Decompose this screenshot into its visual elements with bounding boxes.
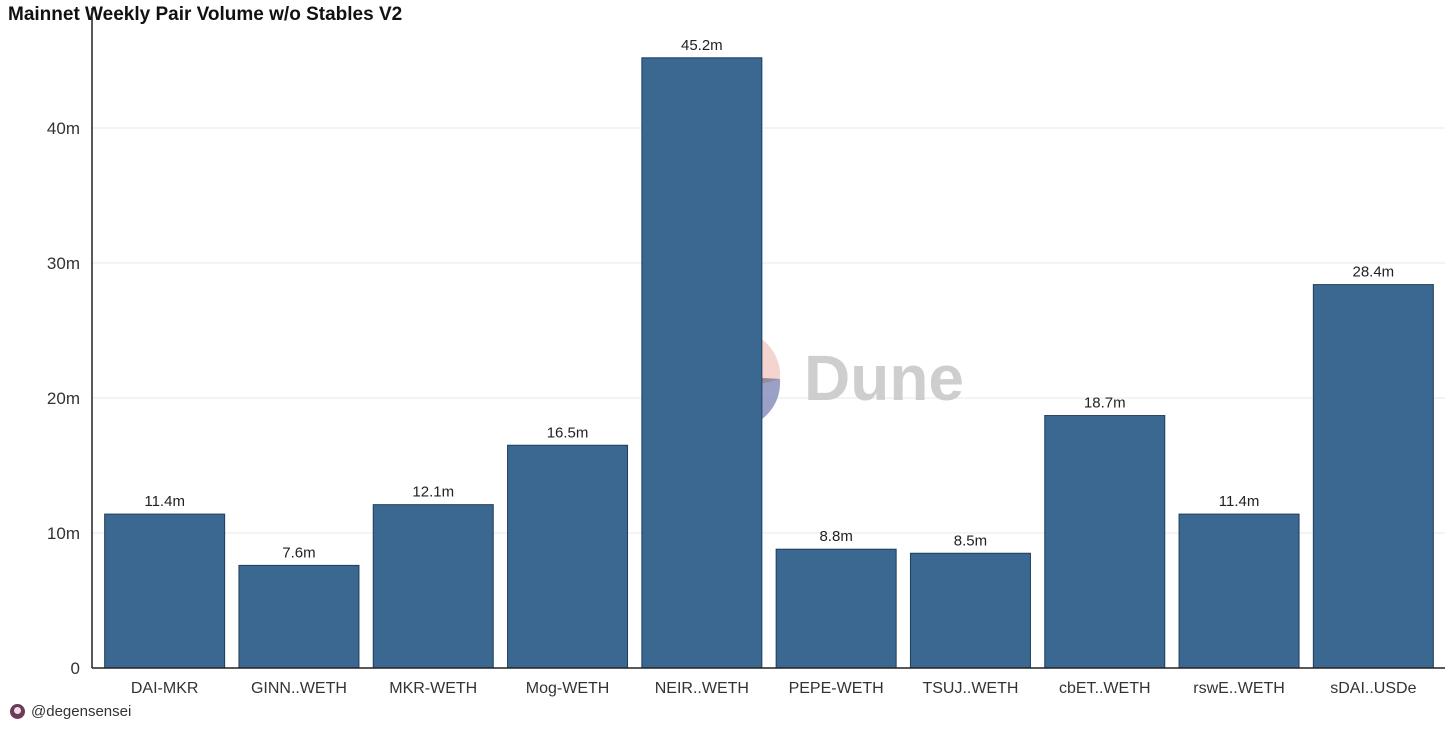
bar[interactable] <box>1178 513 1300 669</box>
bar-value-label: 18.7m <box>1084 395 1126 412</box>
bar[interactable] <box>1044 415 1166 669</box>
x-tick-label: cbET..WETH <box>1059 680 1151 697</box>
avatar-icon <box>10 704 25 719</box>
bar-value-label: 7.6m <box>282 544 315 561</box>
bar-value-label: 16.5m <box>547 424 589 441</box>
bar[interactable] <box>507 444 629 669</box>
bar-value-label: 45.2m <box>681 37 723 54</box>
bar[interactable] <box>1312 284 1434 669</box>
author-credit[interactable]: @degensensei <box>10 703 131 720</box>
x-tick-label: GINN..WETH <box>251 680 347 697</box>
bar-value-label: 11.4m <box>1219 493 1260 510</box>
bar-value-label: 12.1m <box>412 484 454 501</box>
x-tick-label: TSUJ..WETH <box>922 680 1018 697</box>
y-tick-label: 20m <box>47 389 80 408</box>
bar[interactable] <box>775 548 897 669</box>
x-tick-label: sDAI..USDe <box>1330 680 1416 697</box>
chart-title: Mainnet Weekly Pair Volume w/o Stables V… <box>8 4 403 25</box>
dune-watermark-text: Dune <box>804 342 964 414</box>
bar-value-label: 8.8m <box>819 528 852 545</box>
y-tick-label: 40m <box>47 119 80 138</box>
x-tick-label: NEIR..WETH <box>655 680 749 697</box>
bar[interactable] <box>641 57 763 669</box>
author-handle[interactable]: @degensensei <box>31 703 132 720</box>
bar[interactable] <box>372 504 494 669</box>
bar[interactable] <box>238 564 360 669</box>
y-tick-label: 10m <box>47 524 80 543</box>
bar-value-label: 11.4m <box>144 493 185 510</box>
axes: 0 10m 20m 30m 40m DAI-MKR GINN..WETH MKR-WETH Mo… <box>47 8 1445 697</box>
y-tick-label: 0 <box>71 659 80 678</box>
x-tick-label: rswE..WETH <box>1193 680 1285 697</box>
gridlines <box>92 127 1445 534</box>
x-tick-label: Mog-WETH <box>526 680 610 697</box>
y-tick-label: 30m <box>47 254 80 273</box>
x-tick-label: DAI-MKR <box>131 680 199 697</box>
bar[interactable] <box>909 552 1031 669</box>
x-tick-label: MKR-WETH <box>389 680 477 697</box>
bars: 11.4m 7.6m 12.1m 16.5m 45.2m 8.8m 8.5m 18.7m 11.… <box>104 37 1434 669</box>
x-tick-label: PEPE-WETH <box>789 680 884 697</box>
bar-value-label: 28.4m <box>1352 264 1394 281</box>
bar[interactable] <box>104 513 226 669</box>
bar-value-label: 8.5m <box>954 532 987 549</box>
